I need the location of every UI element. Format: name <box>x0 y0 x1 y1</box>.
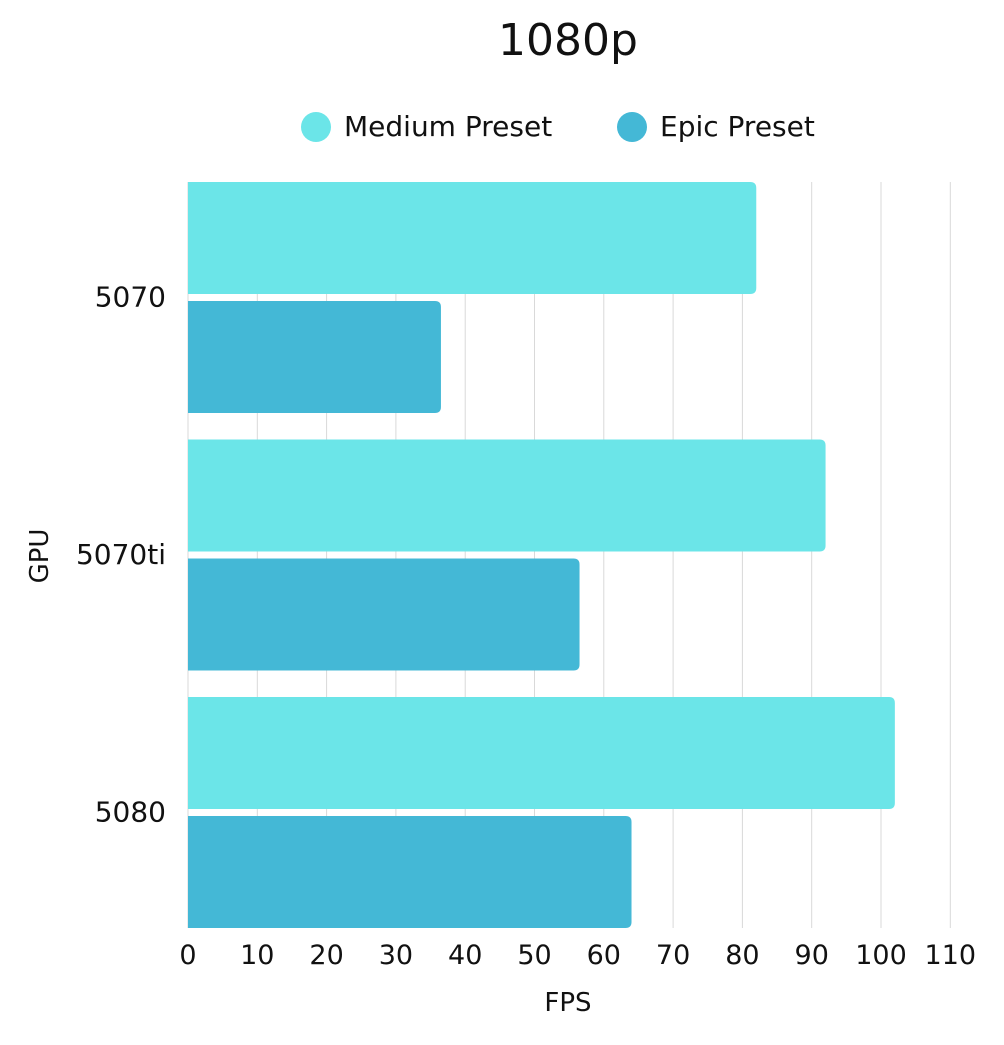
bar-medium-5080 <box>188 697 895 809</box>
x-axis-ticks: 0 10 20 30 40 50 60 70 80 90 100 110 <box>179 940 976 971</box>
bar-epic-5070ti <box>188 558 580 671</box>
y-axis-title: GPU <box>25 529 55 584</box>
x-tick-label: 10 <box>240 940 274 971</box>
x-tick-label: 30 <box>379 940 413 971</box>
x-tick-label: 40 <box>448 940 482 971</box>
x-tick-label: 50 <box>517 940 551 971</box>
x-tick-label: 20 <box>309 940 343 971</box>
x-tick-label: 110 <box>925 940 977 971</box>
x-tick-label: 0 <box>179 940 196 971</box>
bar-medium-5070ti <box>188 439 826 552</box>
x-tick-label: 80 <box>725 940 759 971</box>
x-tick-label: 60 <box>587 940 621 971</box>
bars <box>188 182 895 928</box>
bar-medium-5070 <box>188 182 757 294</box>
x-tick-label: 70 <box>656 940 690 971</box>
legend-swatch-epic <box>617 112 647 142</box>
y-tick-label: 5080 <box>95 796 166 829</box>
legend-label-epic: Epic Preset <box>660 110 815 143</box>
y-tick-label: 5070ti <box>76 538 166 571</box>
x-tick-label: 90 <box>795 940 829 971</box>
x-tick-label: 100 <box>855 940 907 971</box>
x-axis-title: FPS <box>544 988 591 1018</box>
legend: Medium Preset Epic Preset <box>301 110 815 143</box>
y-tick-label: 5070 <box>95 281 166 314</box>
legend-swatch-medium <box>301 112 331 142</box>
bar-epic-5080 <box>188 816 632 928</box>
legend-label-medium: Medium Preset <box>344 110 552 143</box>
y-axis-ticks: 5070 5070ti 5080 <box>76 281 166 829</box>
chart-title: 1080p <box>498 15 638 66</box>
bar-epic-5070 <box>188 301 441 413</box>
